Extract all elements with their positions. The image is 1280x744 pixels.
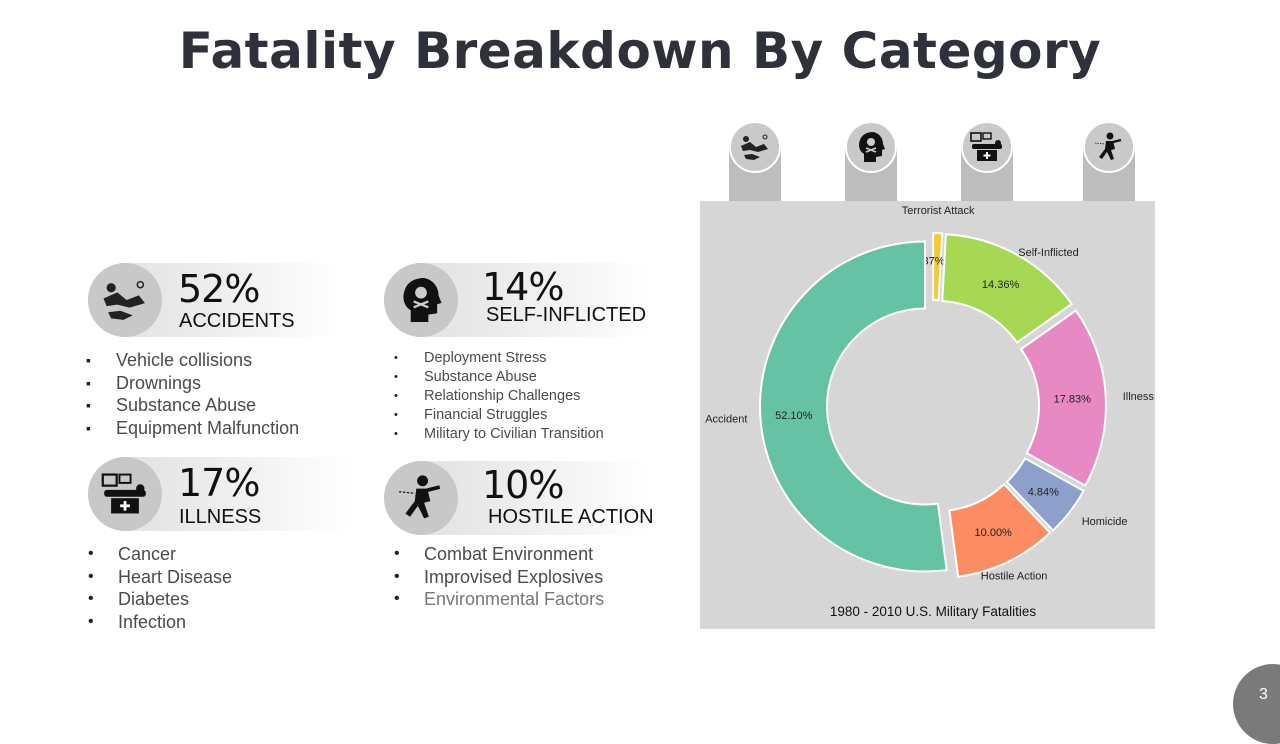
list-item: Infection bbox=[88, 611, 232, 634]
slice-percent-label: 17.83% bbox=[1054, 394, 1092, 406]
list-item: Military to Civilian Transition bbox=[394, 425, 604, 444]
accidents-banner: 52% ACCIDENTS bbox=[88, 263, 342, 337]
list-item: Substance Abuse bbox=[86, 394, 299, 417]
self-inflicted-banner: 14% SELF-INFLICTED bbox=[384, 263, 652, 337]
list-item: Heart Disease bbox=[88, 566, 232, 589]
slice-percent-label: 52.10% bbox=[775, 410, 813, 422]
slice-terrorist-attack bbox=[932, 232, 944, 302]
slice-category-label: Terrorist Attack bbox=[902, 205, 975, 217]
hospital-bed-icon bbox=[961, 121, 1013, 173]
self-inflicted-list: Deployment Stress Substance Abuse Relati… bbox=[394, 349, 604, 444]
chart-panel: 0.87% Terrorist Attack 14.36% Self-Inflicte… bbox=[700, 201, 1155, 629]
hostile-action-list: Combat Environment Improvised Explosives… bbox=[394, 543, 604, 611]
illness-percent: 17% bbox=[178, 461, 260, 505]
hostile-action-banner: 10% HOSTILE ACTION bbox=[384, 461, 654, 535]
slice-category-label: Homicide bbox=[1082, 516, 1128, 528]
illness-banner: 17% ILLNESS bbox=[88, 457, 352, 531]
shot-soldier-icon bbox=[384, 461, 458, 535]
list-item: Cancer bbox=[88, 543, 232, 566]
list-item: Substance Abuse bbox=[394, 368, 604, 387]
list-item: Improvised Explosives bbox=[394, 566, 604, 589]
list-item: Combat Environment bbox=[394, 543, 604, 566]
page-title: Fatality Breakdown By Category bbox=[178, 22, 1102, 80]
slice-category-label: Illness bbox=[1123, 391, 1155, 403]
slice-accident bbox=[759, 240, 948, 573]
accidents-percent: 52% bbox=[178, 267, 260, 311]
accidents-list: Vehicle collisions Drownings Substance A… bbox=[86, 349, 299, 440]
slice-percent-label: 4.84% bbox=[1028, 486, 1059, 498]
shot-soldier-icon bbox=[1083, 121, 1135, 173]
list-item: Relationship Challenges bbox=[394, 387, 604, 406]
accident-tab bbox=[729, 121, 781, 201]
slice-self-inflicted bbox=[941, 233, 1074, 344]
hostile-action-label: HOSTILE ACTION bbox=[488, 506, 654, 528]
slice-hostile-action bbox=[948, 482, 1052, 578]
self-inflicted-percent: 14% bbox=[482, 265, 564, 309]
page-number-badge: 3 bbox=[1233, 664, 1280, 744]
slice-illness bbox=[1019, 309, 1107, 487]
hostile-tab bbox=[1083, 121, 1135, 201]
list-item: Diabetes bbox=[88, 588, 232, 611]
list-item: Environmental Factors bbox=[394, 588, 604, 611]
illness-label: ILLNESS bbox=[179, 506, 262, 528]
slice-percent-label: 14.36% bbox=[982, 279, 1020, 291]
list-item: Deployment Stress bbox=[394, 349, 604, 368]
accidents-label: ACCIDENTS bbox=[179, 310, 295, 332]
slice-category-label: Self-Inflicted bbox=[1018, 247, 1079, 259]
hospital-bed-icon bbox=[88, 457, 162, 531]
chart-title: 1980 - 2010 U.S. Military Fatalities bbox=[830, 604, 1037, 619]
slice-percent-label: 10.00% bbox=[975, 527, 1013, 539]
slice-category-label: Accident bbox=[705, 413, 747, 425]
accident-icon bbox=[88, 263, 162, 337]
page-number: 3 bbox=[1259, 686, 1268, 703]
donut-chart: 0.87%Terrorist Attack14.36%Self-Inflicte… bbox=[705, 205, 1155, 619]
illness-list: Cancer Heart Disease Diabetes Infection bbox=[88, 543, 232, 634]
accident-icon bbox=[729, 121, 781, 173]
illness-tab bbox=[961, 121, 1013, 201]
list-item: Drownings bbox=[86, 372, 299, 395]
hostile-action-percent: 10% bbox=[482, 463, 564, 507]
skull-head-icon bbox=[845, 121, 897, 173]
self-inflicted-label: SELF-INFLICTED bbox=[486, 304, 647, 326]
slice-homicide bbox=[1005, 457, 1085, 532]
skull-head-icon bbox=[384, 263, 458, 337]
self-inflicted-tab bbox=[845, 121, 897, 201]
list-item: Financial Struggles bbox=[394, 406, 604, 425]
list-item: Vehicle collisions bbox=[86, 349, 299, 372]
list-item: Equipment Malfunction bbox=[86, 417, 299, 440]
slice-category-label: Hostile Action bbox=[981, 571, 1048, 583]
